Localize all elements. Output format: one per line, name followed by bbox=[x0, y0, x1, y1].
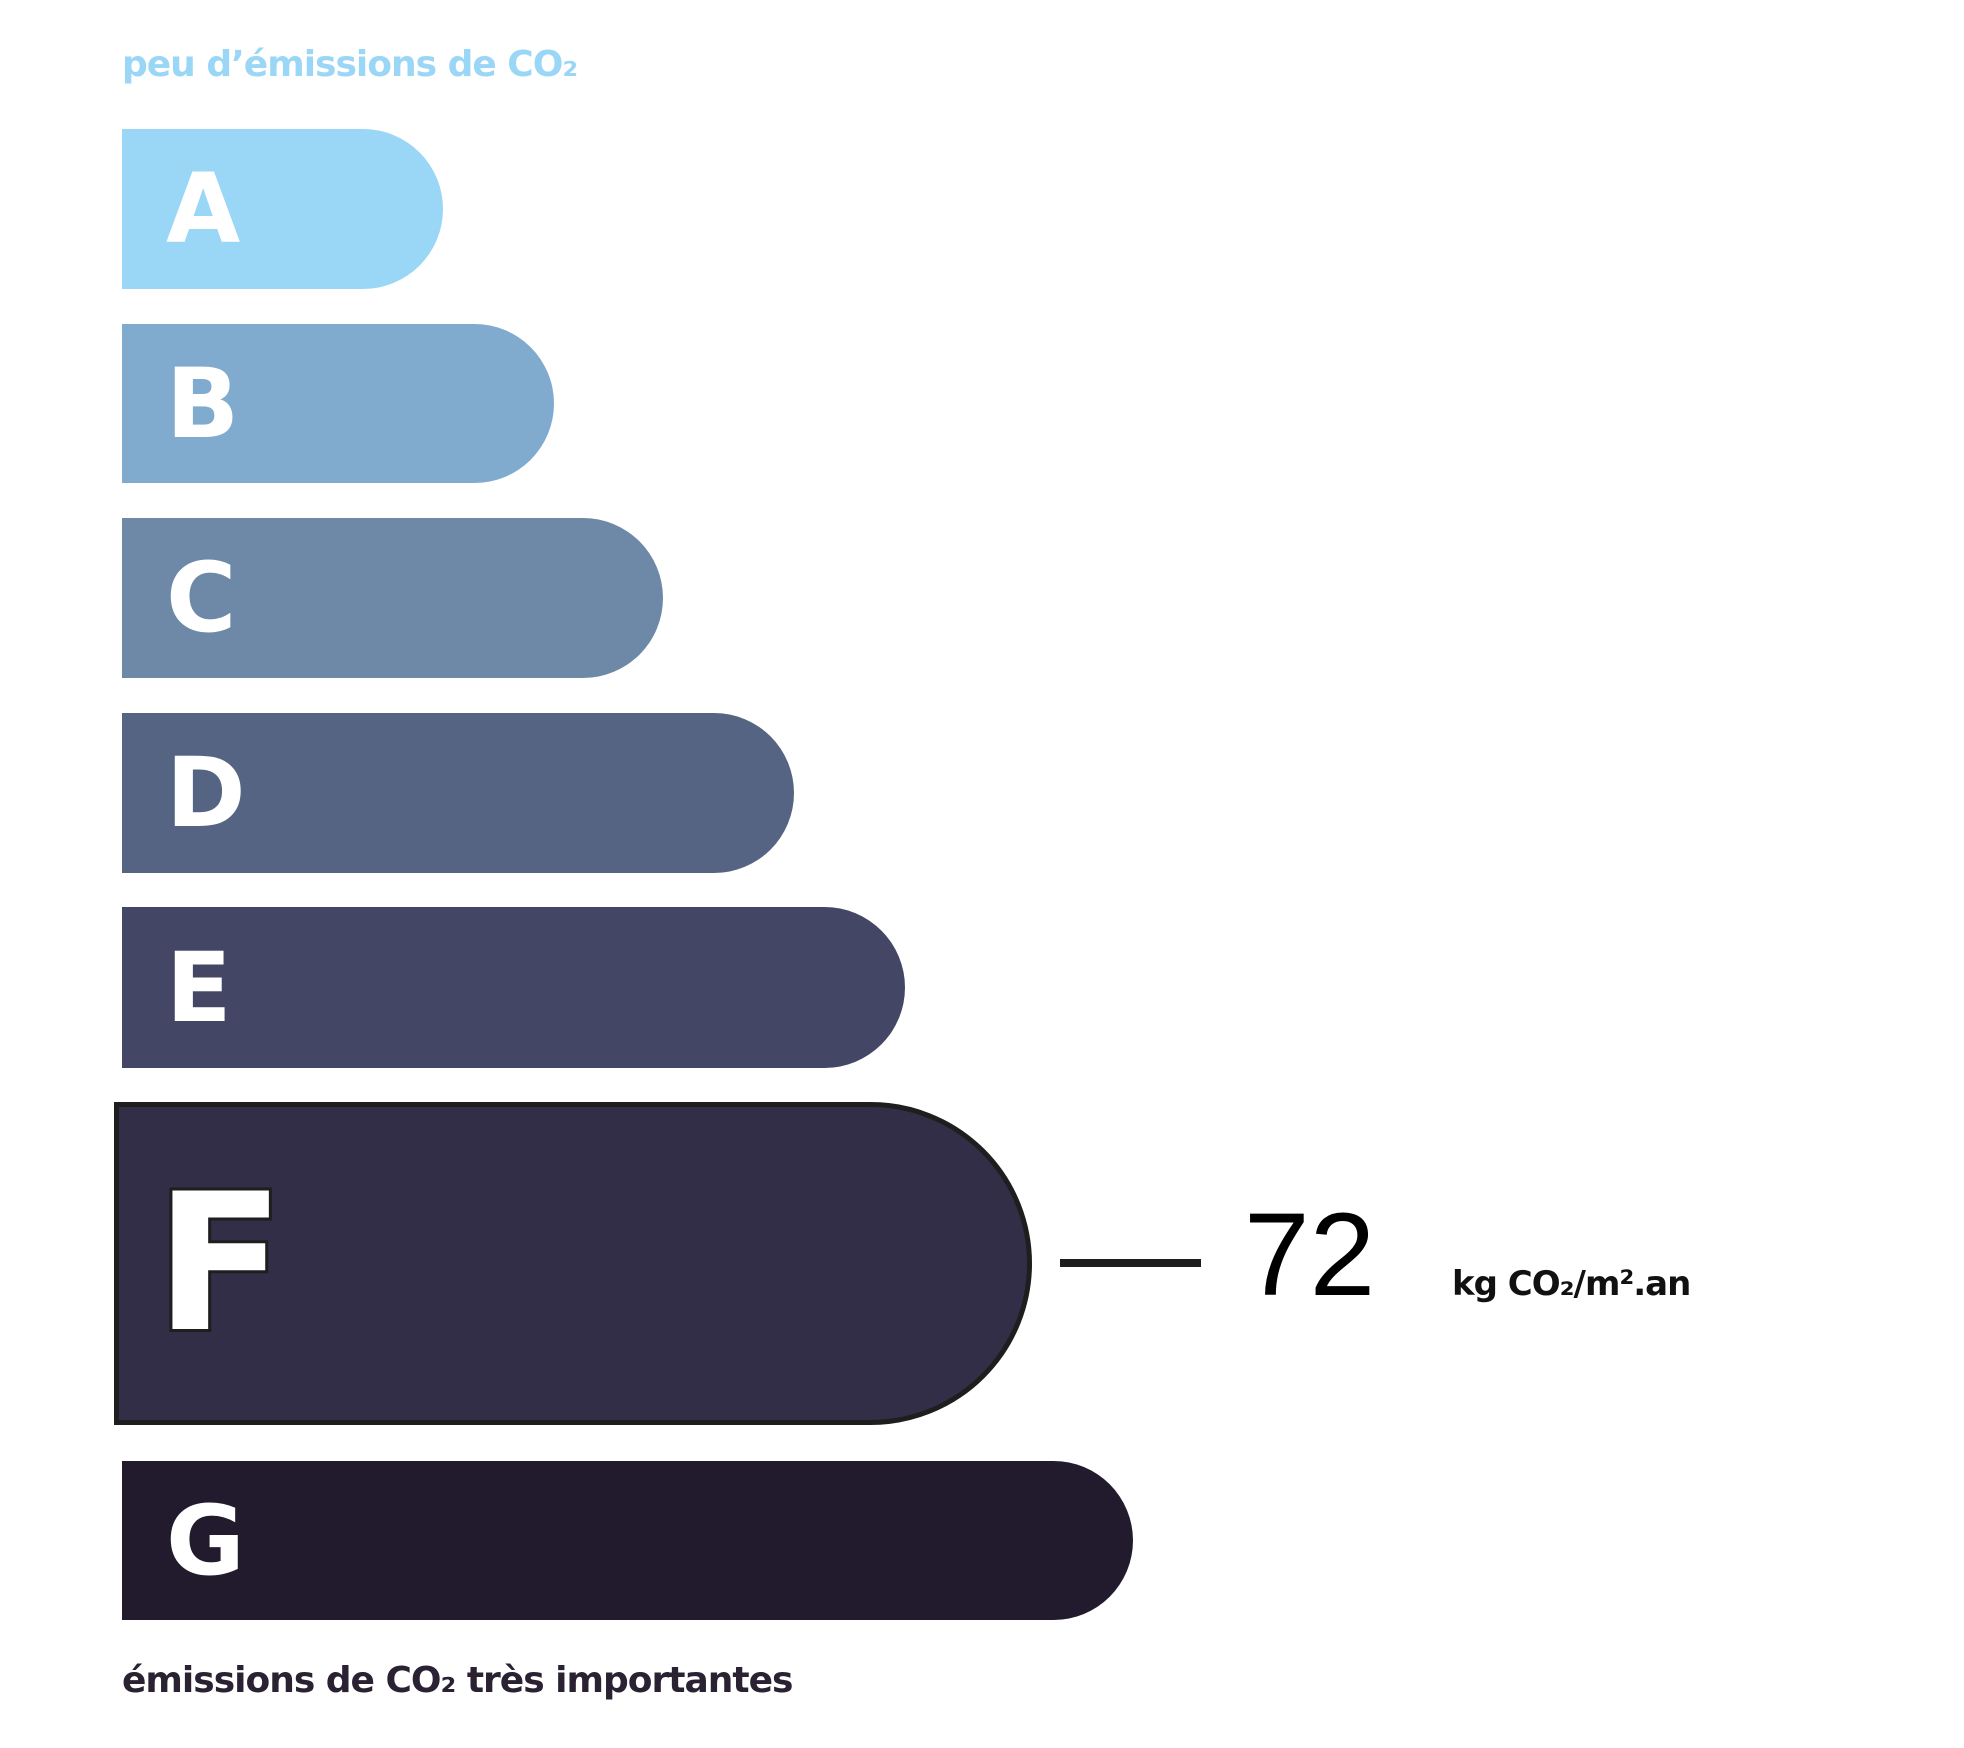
bar-f: F bbox=[114, 1102, 1032, 1425]
emission-unit: kg CO₂/m².an bbox=[1452, 1264, 1691, 1304]
bar-d: D bbox=[122, 713, 794, 873]
bar-a: A bbox=[122, 129, 443, 289]
high-emissions-label: émissions de CO₂ très importantes bbox=[122, 1660, 793, 1701]
bar-label-c: C bbox=[166, 542, 237, 654]
bar-e: E bbox=[122, 907, 905, 1068]
emission-value: 72 bbox=[1244, 1189, 1376, 1321]
bar-g: G bbox=[122, 1461, 1133, 1620]
bar-label-a: A bbox=[166, 153, 241, 265]
bar-label-b: B bbox=[166, 347, 240, 460]
bar-c: C bbox=[122, 518, 663, 678]
bar-b: B bbox=[122, 324, 554, 483]
bar-label-e: E bbox=[166, 931, 232, 1044]
value-pointer-line bbox=[1060, 1259, 1201, 1267]
bar-label-f: F bbox=[152, 1152, 288, 1374]
bar-label-d: D bbox=[166, 737, 246, 849]
bar-label-g: G bbox=[166, 1484, 245, 1597]
low-emissions-label: peu d’émissions de CO₂ bbox=[122, 44, 578, 85]
